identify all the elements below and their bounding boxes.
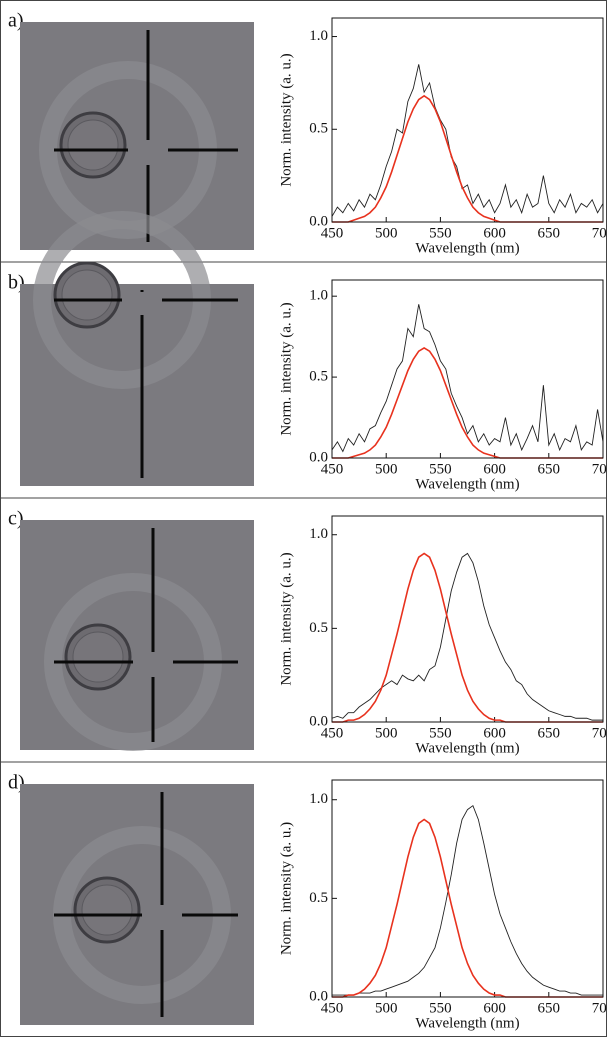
y-axis-label: Norm. intensity (a. u.) [278, 302, 294, 435]
plot-frame [331, 279, 604, 459]
micrograph [20, 784, 254, 1025]
x-tick-label: 650 [538, 225, 561, 241]
x-tick-label: 550 [429, 461, 452, 477]
y-tick-label: 0.0 [309, 713, 328, 729]
y-tick-label: 0.5 [309, 121, 328, 137]
x-axis-label: Wavelength (nm) [415, 476, 519, 492]
x-tick-label: 600 [483, 225, 506, 241]
cell-inner [81, 884, 133, 936]
y-tick-label: 0.5 [309, 890, 328, 906]
y-tick-label: 0.0 [309, 213, 328, 229]
micrograph [20, 22, 254, 250]
x-tick-label: 500 [375, 1000, 398, 1016]
cell-inner [61, 269, 113, 321]
fit-line [332, 818, 603, 998]
x-tick-label: 600 [483, 725, 506, 741]
x-axis-label: Wavelength (nm) [415, 240, 519, 256]
x-tick-label: 450 [321, 1000, 344, 1016]
x-tick-label: 550 [429, 1000, 452, 1016]
panel-label: a) [8, 10, 24, 32]
x-tick-label: 700 [592, 725, 607, 741]
x-tick-label: 700 [592, 461, 607, 477]
x-axis-label: Wavelength (nm) [415, 1015, 519, 1031]
x-tick-label: 450 [321, 461, 344, 477]
y-tick-label: 1.0 [309, 28, 328, 44]
x-axis-label: Wavelength (nm) [415, 740, 519, 756]
y-tick-label: 0.0 [309, 988, 328, 1004]
fit-line [332, 347, 603, 459]
cell-inner [67, 119, 119, 171]
micrograph [20, 211, 254, 486]
x-tick-label: 450 [321, 725, 344, 741]
plot-frame [331, 779, 604, 998]
y-axis-label: Norm. intensity (a. u.) [278, 552, 294, 685]
spectrum-line [331, 552, 603, 721]
spectrum-line [331, 64, 604, 217]
x-tick-label: 650 [538, 725, 561, 741]
x-tick-label: 550 [429, 225, 452, 241]
micrograph [20, 520, 254, 751]
x-tick-label: 550 [429, 725, 452, 741]
y-axis-label: Norm. intensity (a. u.) [278, 53, 294, 186]
y-axis-label: Norm. intensity (a. u.) [278, 822, 294, 955]
x-tick-label: 600 [483, 1000, 506, 1016]
y-tick-label: 0.5 [309, 620, 328, 636]
plot-frame [331, 17, 604, 223]
x-tick-label: 650 [538, 1000, 561, 1016]
x-tick-label: 700 [592, 1000, 607, 1016]
spectrum-line [331, 304, 604, 453]
y-tick-label: 0.0 [309, 449, 328, 465]
panel-label: c) [8, 508, 24, 530]
x-tick-label: 650 [538, 461, 561, 477]
x-tick-label: 600 [483, 461, 506, 477]
plot-frame [331, 515, 604, 723]
x-tick-label: 450 [321, 225, 344, 241]
y-tick-label: 1.0 [309, 526, 328, 542]
x-tick-label: 500 [375, 725, 398, 741]
x-tick-label: 500 [375, 461, 398, 477]
x-tick-label: 700 [592, 225, 607, 241]
y-tick-label: 1.0 [309, 791, 328, 807]
x-tick-label: 500 [375, 225, 398, 241]
y-tick-label: 1.0 [309, 288, 328, 304]
cell-inner [72, 631, 124, 683]
spectrum-line [332, 804, 603, 996]
y-tick-label: 0.5 [309, 369, 328, 385]
